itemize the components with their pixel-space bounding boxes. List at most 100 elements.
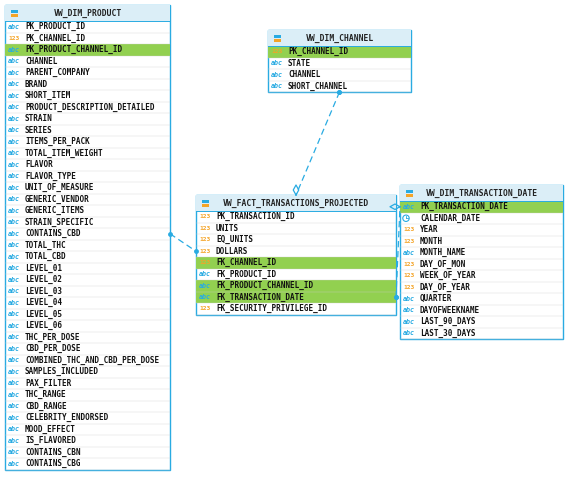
Text: abc: abc bbox=[8, 369, 20, 375]
Text: CHANNEL: CHANNEL bbox=[288, 70, 320, 79]
Text: abc: abc bbox=[8, 24, 20, 30]
Text: 123: 123 bbox=[403, 273, 414, 278]
Text: abc: abc bbox=[403, 330, 415, 336]
Text: abc: abc bbox=[8, 334, 20, 340]
Bar bbox=[406, 193, 413, 196]
Text: PRODUCT_DESCRIPTION_DETAILED: PRODUCT_DESCRIPTION_DETAILED bbox=[25, 103, 155, 112]
Text: 123: 123 bbox=[199, 249, 211, 254]
Text: BRAND: BRAND bbox=[25, 80, 48, 89]
Text: STATE: STATE bbox=[288, 59, 311, 68]
Text: abc: abc bbox=[8, 288, 20, 294]
Text: abc: abc bbox=[8, 346, 20, 352]
Text: 123: 123 bbox=[199, 226, 211, 231]
Text: SHORT_ITEM: SHORT_ITEM bbox=[25, 91, 71, 100]
Text: 123: 123 bbox=[8, 36, 19, 41]
Bar bbox=[268, 30, 411, 46]
Text: THC_PER_DOSE: THC_PER_DOSE bbox=[25, 333, 80, 342]
Text: VW_DIM_CHANNEL: VW_DIM_CHANNEL bbox=[306, 33, 374, 42]
Text: CELEBRITY_ENDORSED: CELEBRITY_ENDORSED bbox=[25, 413, 108, 422]
Text: PK_TRANSACTION_ID: PK_TRANSACTION_ID bbox=[216, 212, 295, 221]
Text: abc: abc bbox=[403, 204, 415, 210]
Text: CBD_RANGE: CBD_RANGE bbox=[25, 401, 67, 411]
Text: MONTH_NAME: MONTH_NAME bbox=[420, 248, 466, 257]
Bar bbox=[196, 195, 396, 211]
Text: abc: abc bbox=[8, 58, 20, 64]
Text: abc: abc bbox=[8, 242, 20, 248]
Text: DAYOFWEEKNAME: DAYOFWEEKNAME bbox=[420, 306, 480, 315]
Text: LEVEL_06: LEVEL_06 bbox=[25, 321, 62, 330]
Text: GENERIC_ITEMS: GENERIC_ITEMS bbox=[25, 206, 85, 215]
Text: abc: abc bbox=[271, 60, 283, 66]
Text: abc: abc bbox=[8, 173, 20, 179]
Text: UNIT_OF_MEASURE: UNIT_OF_MEASURE bbox=[25, 183, 94, 192]
Text: LAST_90_DAYS: LAST_90_DAYS bbox=[420, 317, 476, 326]
Text: abc: abc bbox=[8, 357, 20, 363]
Text: SERIES: SERIES bbox=[25, 126, 53, 135]
Text: FLAVOR: FLAVOR bbox=[25, 160, 53, 169]
Text: SAMPLES_INCLUDED: SAMPLES_INCLUDED bbox=[25, 367, 99, 376]
Text: abc: abc bbox=[199, 294, 211, 300]
Text: abc: abc bbox=[8, 116, 20, 122]
Bar bbox=[196, 280, 396, 291]
Text: 123: 123 bbox=[403, 262, 414, 267]
Text: DAY_OF_MON: DAY_OF_MON bbox=[420, 260, 466, 269]
Bar bbox=[5, 5, 170, 469]
Text: abc: abc bbox=[8, 449, 20, 455]
Text: abc: abc bbox=[8, 415, 20, 421]
Text: abc: abc bbox=[199, 283, 211, 289]
Text: abc: abc bbox=[8, 461, 20, 467]
Text: CONTAINS_CBG: CONTAINS_CBG bbox=[25, 459, 80, 468]
Text: abc: abc bbox=[8, 231, 20, 237]
Text: abc: abc bbox=[403, 307, 415, 313]
Bar bbox=[400, 201, 563, 213]
Text: FK_TRANSACTION_DATE: FK_TRANSACTION_DATE bbox=[216, 293, 304, 302]
Text: abc: abc bbox=[403, 296, 415, 302]
Bar bbox=[400, 185, 563, 201]
Text: LEVEL_02: LEVEL_02 bbox=[25, 275, 62, 284]
Text: PARENT_COMPANY: PARENT_COMPANY bbox=[25, 68, 90, 77]
Bar bbox=[11, 9, 18, 12]
Bar bbox=[5, 44, 170, 56]
Text: PK_PRODUCT_CHANNEL_ID: PK_PRODUCT_CHANNEL_ID bbox=[25, 45, 122, 54]
Text: STRAIN_SPECIFIC: STRAIN_SPECIFIC bbox=[25, 217, 94, 227]
Text: STRAIN: STRAIN bbox=[25, 114, 53, 123]
Text: abc: abc bbox=[271, 72, 283, 78]
Text: abc: abc bbox=[8, 426, 20, 432]
Text: 123: 123 bbox=[403, 239, 414, 244]
Text: WEEK_OF_YEAR: WEEK_OF_YEAR bbox=[420, 271, 476, 280]
Text: abc: abc bbox=[8, 219, 20, 225]
Text: abc: abc bbox=[8, 403, 20, 409]
Text: abc: abc bbox=[8, 196, 20, 202]
Text: VW_DIM_PRODUCT: VW_DIM_PRODUCT bbox=[53, 8, 122, 18]
Text: abc: abc bbox=[8, 127, 20, 133]
Text: abc: abc bbox=[8, 208, 20, 214]
Text: VW_DIM_TRANSACTION_DATE: VW_DIM_TRANSACTION_DATE bbox=[426, 188, 538, 198]
Text: ITEMS_PER_PACK: ITEMS_PER_PACK bbox=[25, 137, 90, 146]
Text: DOLLARS: DOLLARS bbox=[216, 247, 249, 256]
Bar bbox=[196, 257, 396, 269]
Text: abc: abc bbox=[8, 162, 20, 168]
Text: LEVEL_05: LEVEL_05 bbox=[25, 309, 62, 319]
Text: abc: abc bbox=[271, 83, 283, 89]
Text: abc: abc bbox=[8, 93, 20, 99]
Text: abc: abc bbox=[8, 81, 20, 87]
Bar bbox=[274, 34, 281, 37]
Bar bbox=[202, 204, 209, 207]
Text: 123: 123 bbox=[199, 306, 211, 311]
Bar bbox=[5, 5, 170, 21]
Bar bbox=[268, 30, 411, 92]
Text: FK_PRODUCT_ID: FK_PRODUCT_ID bbox=[216, 270, 276, 279]
Text: FK_PRODUCT_CHANNEL_ID: FK_PRODUCT_CHANNEL_ID bbox=[216, 281, 313, 290]
Text: TOTAL_CBD: TOTAL_CBD bbox=[25, 252, 67, 261]
Text: abc: abc bbox=[8, 254, 20, 260]
Text: THC_RANGE: THC_RANGE bbox=[25, 390, 67, 400]
Text: abc: abc bbox=[8, 70, 20, 76]
Text: DAY_OF_YEAR: DAY_OF_YEAR bbox=[420, 283, 471, 292]
Text: PK_PRODUCT_ID: PK_PRODUCT_ID bbox=[25, 22, 85, 31]
Text: 123: 123 bbox=[403, 285, 414, 290]
Text: MOOD_EFFECT: MOOD_EFFECT bbox=[25, 425, 76, 434]
Text: CONTAINS_CBD: CONTAINS_CBD bbox=[25, 229, 80, 238]
Text: CALENDAR_DATE: CALENDAR_DATE bbox=[420, 214, 480, 223]
Text: LEVEL_01: LEVEL_01 bbox=[25, 264, 62, 273]
Bar bbox=[196, 291, 396, 303]
